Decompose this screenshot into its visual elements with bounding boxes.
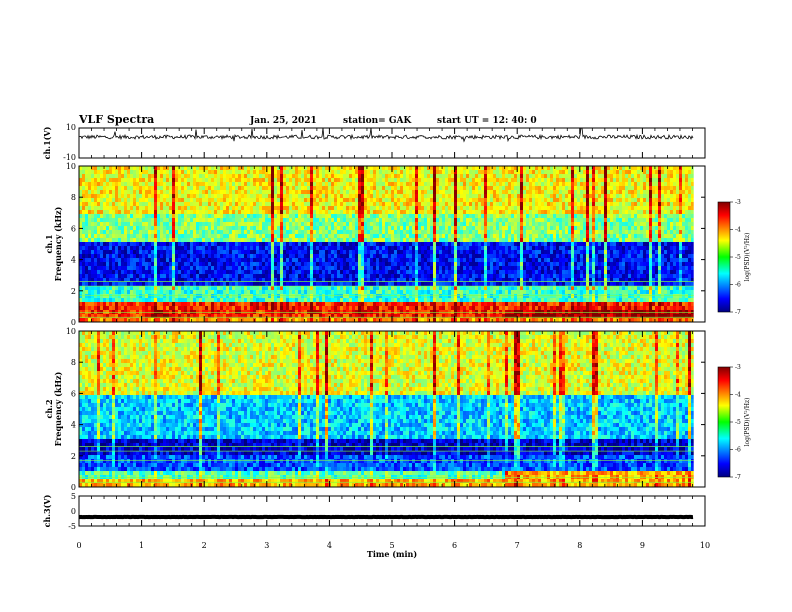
- freq-tick-label: 2: [71, 452, 76, 461]
- freq-tick-label: 0: [71, 483, 76, 492]
- freq-tick-label: 4: [71, 256, 76, 265]
- ch3-tick-bottom: -5: [68, 522, 76, 531]
- ch3-tick-top: 5: [71, 492, 76, 501]
- time-xlabel: Time (min): [367, 549, 417, 559]
- figure-title: VLF Spectra: [78, 113, 154, 126]
- freq-tick-label: 8: [71, 193, 76, 202]
- date-label: Jan. 25, 2021: [249, 116, 317, 126]
- colorbar-tick-label: -3: [735, 364, 741, 371]
- station-label: station= GAK: [343, 116, 413, 126]
- ch2-spectrogram-image: [79, 331, 694, 487]
- time-tick-label: 4: [327, 541, 332, 550]
- ch1-tick-bottom: -10: [63, 153, 76, 162]
- time-tick-label: 0: [76, 541, 81, 550]
- time-tick-label: 10: [700, 541, 710, 550]
- colorbar-tick-label: -4: [735, 227, 741, 234]
- time-tick-label: 6: [452, 541, 457, 550]
- freq-tick-label: 8: [71, 358, 76, 367]
- ch3-voltage-ylabel: ch.3(V): [42, 494, 52, 527]
- time-tick-label: 2: [202, 541, 207, 550]
- time-tick-label: 1: [139, 541, 144, 550]
- freq-tick-label: 0: [71, 318, 76, 327]
- time-tick-label: 8: [577, 541, 582, 550]
- ch1-spectrogram-image: [79, 166, 694, 322]
- freq-tick-label: 10: [66, 162, 76, 171]
- ch2-freq-ylabel: Frequency (kHz): [53, 371, 63, 446]
- ch1-tick-top: 10: [66, 123, 76, 132]
- colorbar-2-label: log(PSD)(V²/Hz): [744, 398, 751, 447]
- freq-tick-label: 2: [71, 287, 76, 296]
- colorbar-tick-label: -5: [735, 419, 741, 426]
- ch1-freq-ylabel: Frequency (kHz): [53, 206, 63, 281]
- colorbar-tick-label: -7: [735, 474, 741, 481]
- colorbar-1: -3 -4 -5 -6 -7 log(PSD)(V²/Hz): [718, 199, 751, 316]
- time-tick-label: 3: [264, 541, 269, 550]
- ch1-voltage-ylabel: ch.1(V): [42, 126, 52, 159]
- colorbar-2: -3 -4 -5 -6 -7 log(PSD)(V²/Hz): [718, 364, 751, 481]
- start-time-label: start UT = 12: 40: 0: [437, 116, 537, 126]
- colorbar-tick-label: -7: [735, 309, 741, 316]
- freq-tick-label: 6: [71, 389, 76, 398]
- freq-tick-label: 6: [71, 224, 76, 233]
- colorbar-tick-label: -6: [735, 282, 741, 289]
- time-tick-label: 9: [640, 541, 645, 550]
- colorbar-1-label: log(PSD)(V²/Hz): [744, 233, 751, 282]
- colorbar-tick-label: -5: [735, 254, 741, 261]
- freq-tick-label: 4: [71, 421, 76, 430]
- freq-tick-label: 10: [66, 327, 76, 336]
- ch3-tick-mid: 0: [71, 507, 76, 516]
- time-tick-label: 7: [515, 541, 520, 550]
- colorbar-tick-label: -3: [735, 199, 741, 206]
- colorbar-tick-label: -6: [735, 447, 741, 454]
- colorbar-tick-label: -4: [735, 392, 741, 399]
